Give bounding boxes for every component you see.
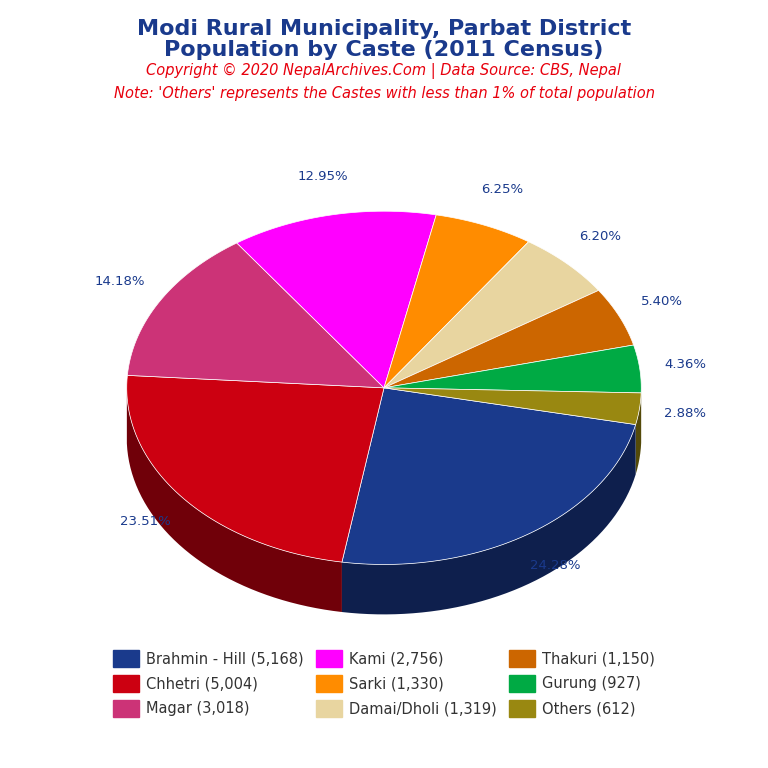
Polygon shape bbox=[342, 388, 636, 564]
Polygon shape bbox=[127, 376, 384, 562]
Text: 5.40%: 5.40% bbox=[641, 294, 683, 307]
Text: 12.95%: 12.95% bbox=[298, 170, 349, 184]
Text: Modi Rural Municipality, Parbat District: Modi Rural Municipality, Parbat District bbox=[137, 19, 631, 39]
Text: 4.36%: 4.36% bbox=[665, 358, 707, 371]
Polygon shape bbox=[342, 425, 636, 614]
Polygon shape bbox=[237, 211, 436, 388]
Text: 14.18%: 14.18% bbox=[94, 275, 145, 288]
Polygon shape bbox=[384, 290, 634, 388]
Polygon shape bbox=[384, 242, 598, 388]
Text: 24.28%: 24.28% bbox=[530, 559, 581, 572]
Polygon shape bbox=[384, 215, 528, 388]
Legend: Brahmin - Hill (5,168), Chhetri (5,004), Magar (3,018), Kami (2,756), Sarki (1,3: Brahmin - Hill (5,168), Chhetri (5,004),… bbox=[107, 644, 661, 723]
Polygon shape bbox=[127, 243, 384, 388]
Text: 6.20%: 6.20% bbox=[579, 230, 621, 243]
Text: 2.88%: 2.88% bbox=[664, 407, 707, 420]
Text: Note: 'Others' represents the Castes with less than 1% of total population: Note: 'Others' represents the Castes wit… bbox=[114, 86, 654, 101]
Polygon shape bbox=[384, 345, 641, 393]
Text: 6.25%: 6.25% bbox=[482, 183, 524, 196]
Text: 23.51%: 23.51% bbox=[121, 515, 171, 528]
Polygon shape bbox=[384, 388, 641, 425]
Polygon shape bbox=[636, 393, 641, 475]
Text: Copyright © 2020 NepalArchives.Com | Data Source: CBS, Nepal: Copyright © 2020 NepalArchives.Com | Dat… bbox=[147, 63, 621, 79]
Text: Population by Caste (2011 Census): Population by Caste (2011 Census) bbox=[164, 40, 604, 60]
Polygon shape bbox=[127, 393, 342, 612]
